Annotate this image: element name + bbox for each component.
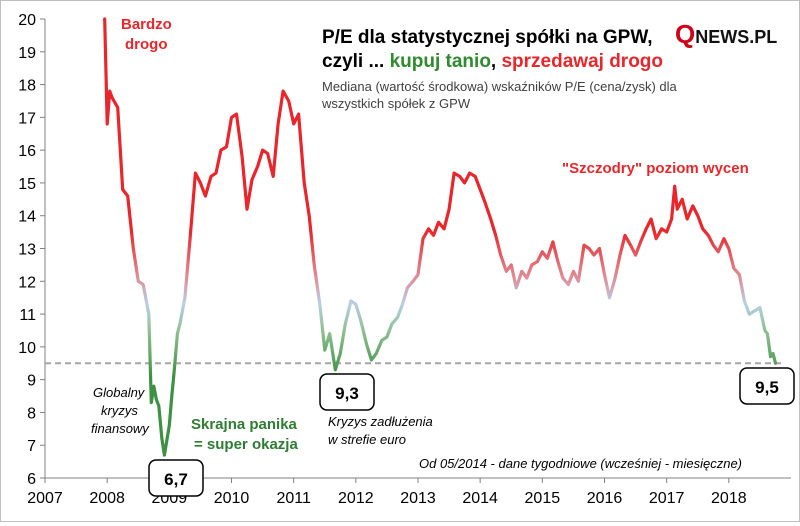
y-ticks: 6 7 8 9 10 11 12 13 14 15 16 17 18 19 20 bbox=[18, 12, 45, 488]
x-tick-label: 2016 bbox=[587, 490, 623, 507]
x-ticks: 2007 2008 2009 2010 2011 2012 2013 2014 2015 2016… bbox=[27, 478, 747, 507]
y-tick-label: 13 bbox=[18, 242, 36, 259]
y-tick-label: 16 bbox=[18, 143, 36, 160]
y-tick-label: 15 bbox=[18, 176, 36, 193]
chart-footnote: Od 05/2014 - dane tygodniowe (wcześniej … bbox=[419, 456, 742, 471]
annotation-strefa-euro: w strefie euro bbox=[328, 432, 406, 447]
chart-title-line1: P/E dla statystycznej spółki na GPW, bbox=[322, 27, 653, 48]
chart-title-line2: czyli ... kupuj tanio, sprzedawaj drogo bbox=[322, 51, 663, 72]
y-tick-label: 6 bbox=[27, 471, 36, 488]
annotation-bardzo: Bardzo bbox=[121, 16, 172, 33]
annotation-kryzys-zadluzenia: Kryzys zadłużenia bbox=[328, 414, 433, 429]
y-tick-label: 11 bbox=[19, 307, 36, 324]
y-tick-label: 20 bbox=[18, 12, 36, 29]
annotation-skrajna-panika: Skrajna panika bbox=[191, 416, 298, 433]
x-tick-label: 2012 bbox=[338, 490, 374, 507]
annotation-finansowy: finansowy bbox=[91, 421, 150, 436]
x-tick-label: 2014 bbox=[462, 490, 498, 507]
value-box-2011: 9,3 bbox=[319, 373, 375, 411]
y-tick-label: 8 bbox=[27, 405, 36, 422]
svg-text:6,7: 6,7 bbox=[164, 470, 188, 489]
x-tick-label: 2015 bbox=[525, 490, 561, 507]
x-tick-label: 2018 bbox=[711, 490, 747, 507]
x-tick-label: 2010 bbox=[214, 490, 250, 507]
chart-subtitle-line1: Mediana (wartość środkowa) wskaźników P/… bbox=[322, 79, 678, 94]
value-box-2009: 6,7 bbox=[148, 459, 204, 497]
svg-text:9,5: 9,5 bbox=[755, 378, 779, 397]
x-tick-label: 2011 bbox=[276, 490, 311, 507]
y-tick-label: 10 bbox=[18, 340, 36, 357]
x-tick-label: 2017 bbox=[649, 490, 685, 507]
annotation-drogo: drogo bbox=[125, 36, 168, 53]
y-tick-label: 9 bbox=[27, 373, 36, 390]
y-tick-label: 17 bbox=[18, 110, 36, 127]
qnews-logo-text: QNEWS.PL bbox=[675, 19, 777, 49]
annotation-szczodry: "Szczodry" poziom wycen bbox=[562, 160, 749, 177]
y-tick-label: 14 bbox=[18, 209, 36, 226]
annotation-globalny: Globalny bbox=[93, 385, 146, 400]
x-tick-label: 2013 bbox=[400, 490, 436, 507]
y-tick-label: 12 bbox=[18, 274, 36, 291]
x-tick-label: 2008 bbox=[89, 490, 125, 507]
chart-subtitle-line2: wszystkich spółek z GPW bbox=[321, 96, 471, 111]
value-box-2018: 9,5 bbox=[739, 367, 795, 405]
svg-text:9,3: 9,3 bbox=[335, 384, 359, 403]
series-line bbox=[103, 17, 778, 457]
y-tick-label: 18 bbox=[18, 78, 36, 95]
annotation-kryzys: kryzys bbox=[101, 403, 138, 418]
x-tick-label: 2007 bbox=[27, 490, 63, 507]
qnews-logo: QNEWS.PL bbox=[667, 19, 785, 50]
y-tick-label: 19 bbox=[18, 45, 36, 62]
annotation-super-okazja: = super okazja bbox=[194, 436, 298, 453]
y-tick-label: 7 bbox=[27, 438, 36, 455]
